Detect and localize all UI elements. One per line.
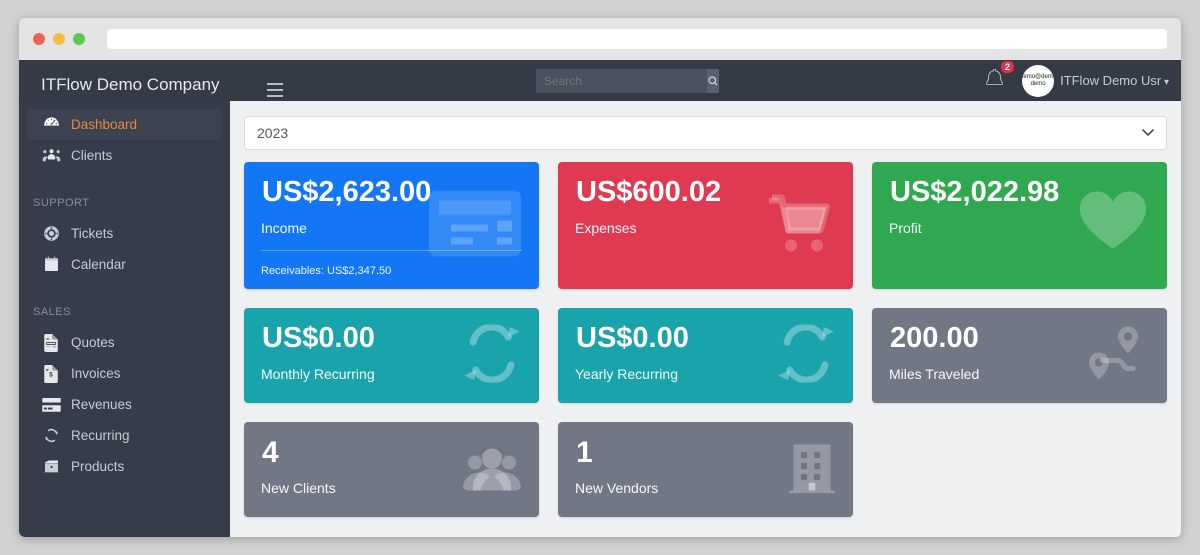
svg-text:$: $ bbox=[49, 371, 53, 378]
